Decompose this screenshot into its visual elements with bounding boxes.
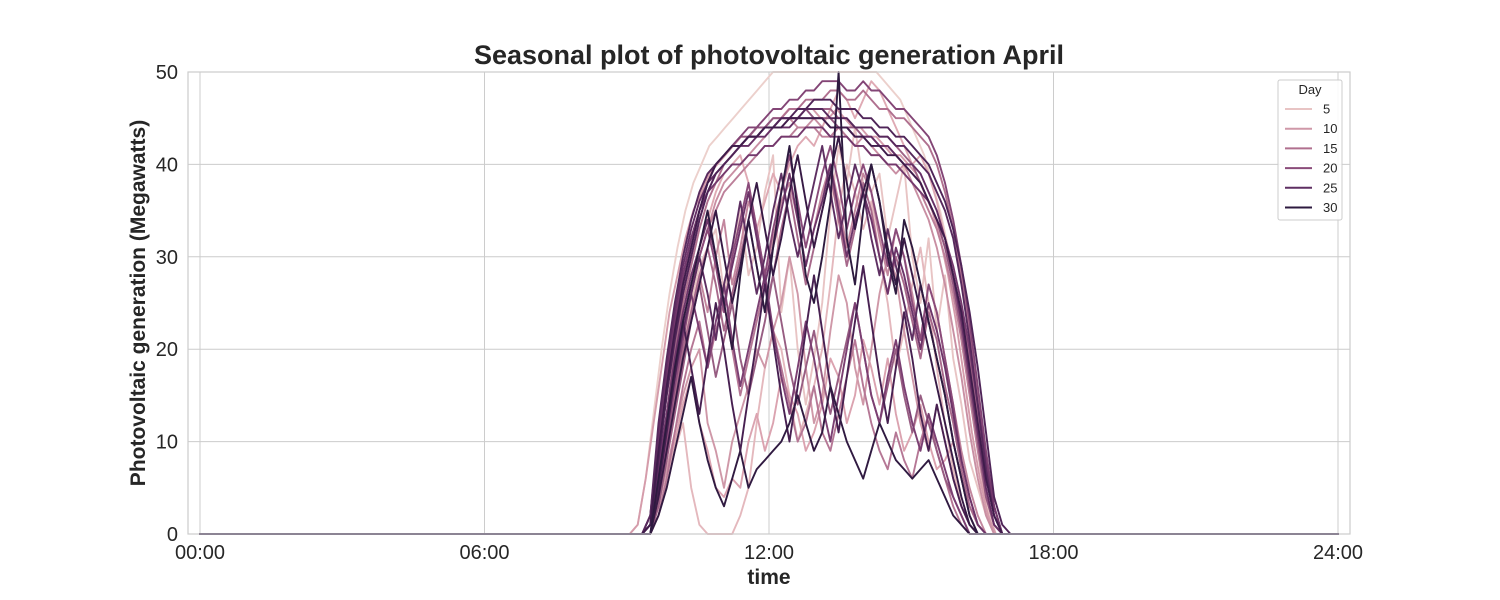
y-tick-label: 30 [156, 247, 178, 269]
x-tick-label: 06:00 [459, 542, 509, 564]
y-tick-label: 0 [167, 524, 178, 546]
x-tick-label: 00:00 [175, 542, 225, 564]
x-axis-ticks: 00:00 06:00 12:00 18:00 24:00 [175, 542, 1363, 564]
legend-label: 10 [1323, 121, 1337, 136]
x-tick-label: 18:00 [1028, 542, 1078, 564]
chart-title: Seasonal plot of photovoltaic generation… [474, 40, 1064, 70]
legend-title: Day [1298, 82, 1322, 97]
y-axis-label: Photovoltaic generation (Megawatts) [127, 120, 150, 486]
y-tick-label: 50 [156, 62, 178, 84]
y-tick-label: 10 [156, 432, 178, 454]
legend-label: 15 [1323, 141, 1337, 156]
legend-label: 5 [1323, 102, 1330, 117]
legend: Day 5 10 15 20 25 30 [1277, 79, 1343, 221]
x-axis-label: time [747, 566, 790, 589]
y-tick-label: 40 [156, 154, 178, 176]
y-axis-ticks: 0 10 20 30 40 50 [156, 62, 178, 546]
legend-label: 30 [1323, 200, 1337, 215]
x-tick-label: 24:00 [1313, 542, 1363, 564]
legend-label: 25 [1323, 180, 1337, 195]
x-tick-label: 12:00 [744, 542, 794, 564]
legend-box [1277, 79, 1343, 221]
y-tick-label: 20 [156, 339, 178, 361]
plot-frame [187, 71, 1351, 535]
legend-label: 20 [1323, 161, 1337, 176]
